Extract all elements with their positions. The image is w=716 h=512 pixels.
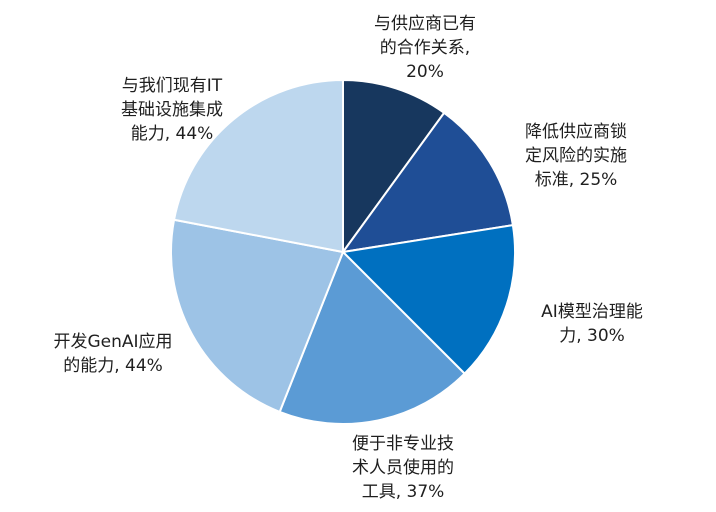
label-line: 的能力, 44% (63, 356, 163, 376)
label-genai-app-development: 开发GenAI应用 的能力, 44% (28, 330, 198, 378)
label-line: 与我们现有IT (121, 76, 223, 96)
label-existing-supplier-cooperation: 与供应商已有 的合作关系, 20% (340, 12, 510, 84)
label-line: 基础设施集成 (121, 100, 223, 120)
label-line: 力, 30% (559, 326, 625, 346)
label-line: 标准, 25% (534, 170, 618, 190)
pie-slice-3 (278, 250, 467, 425)
pie-slice-0 (342, 78, 446, 256)
label-reduce-lock-in-standards: 降低供应商锁 定风险的实施 标准, 25% (496, 120, 656, 192)
pie-slice-2 (340, 223, 516, 376)
label-non-technical-tools: 便于非专业技 术人员使用的 工具, 37% (318, 432, 488, 504)
label-line: AI模型治理能 (541, 302, 643, 322)
pie-slice-4 (170, 218, 345, 414)
label-line: 的合作关系, (379, 38, 471, 58)
label-line: 开发GenAI应用 (53, 332, 173, 352)
label-it-infrastructure-integration: 与我们现有IT 基础设施集成 能力, 44% (92, 74, 252, 146)
label-line: 20% (406, 62, 444, 82)
label-line: 便于非专业技 (352, 434, 454, 454)
label-line: 能力, 44% (130, 124, 214, 144)
pie-slice-1 (340, 111, 515, 254)
label-line: 降低供应商锁 (525, 122, 627, 142)
pie-slice-5 (172, 78, 344, 254)
label-line: 工具, 37% (361, 482, 445, 502)
label-line: 术人员使用的 (352, 458, 454, 478)
label-line: 与供应商已有 (374, 14, 476, 34)
label-ai-model-governance: AI模型治理能 力, 30% (517, 300, 667, 348)
label-line: 定风险的实施 (525, 146, 627, 166)
